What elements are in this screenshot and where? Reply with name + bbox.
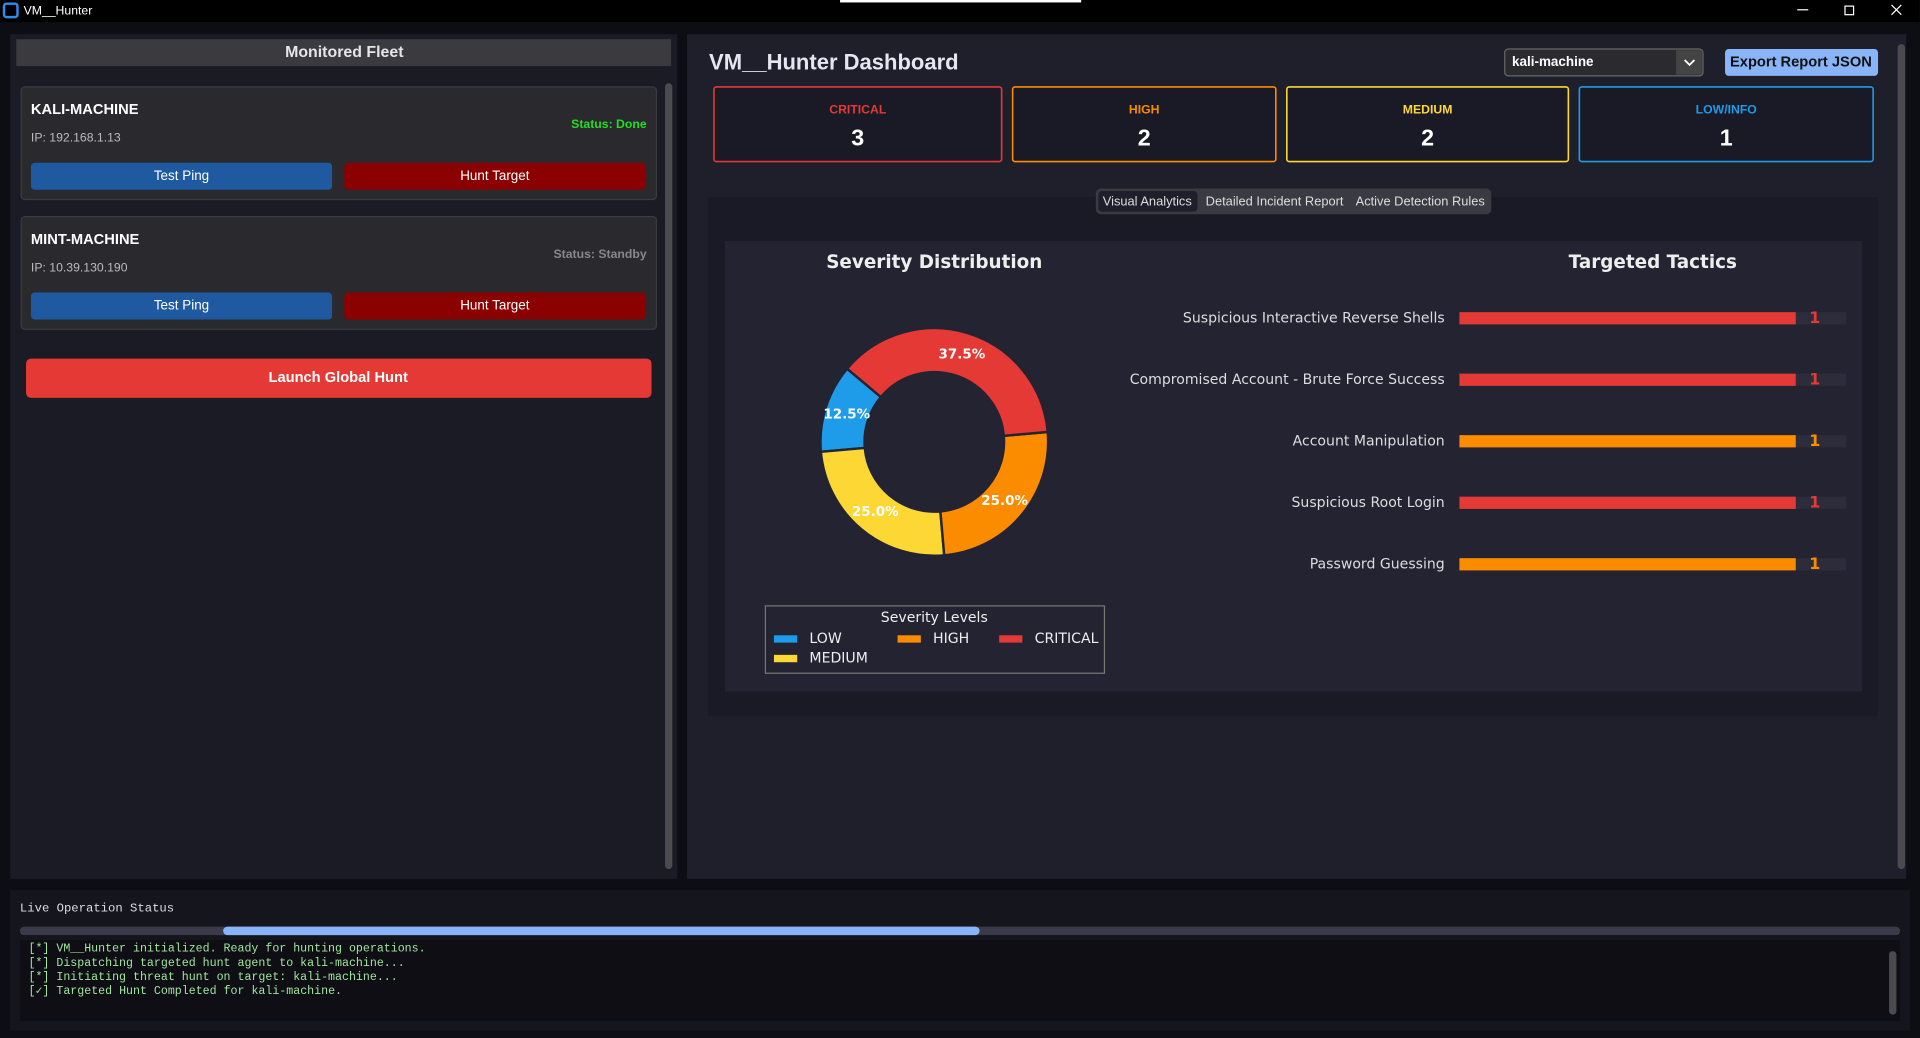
chevron <box>1683 59 1696 67</box>
bar <box>1459 558 1796 571</box>
scrollbar[interactable] <box>1897 44 1905 870</box>
bar <box>1459 435 1796 448</box>
legend-label: CRITICAL <box>1035 631 1099 647</box>
chart-title: Targeted Tactics <box>1569 252 1737 273</box>
ping-label: Test Ping <box>154 168 209 183</box>
severity-label: LOW/INFO <box>1696 102 1757 116</box>
title-bar <box>0 0 1920 23</box>
bar <box>1459 496 1796 509</box>
legend-label: LOW <box>809 631 841 647</box>
donut-slice <box>939 430 1050 557</box>
severity-count: 2 <box>1421 125 1434 151</box>
bar <box>1459 373 1796 386</box>
machine-ip: IP: 192.168.1.13 <box>31 131 121 145</box>
bar-value: 1 <box>1809 554 1820 573</box>
charts: Severity Distribution 12.5% 25.0% 25.0% 37.5… <box>764 252 1847 674</box>
severity-count: 3 <box>851 125 864 151</box>
close-button[interactable] <box>1891 4 1902 16</box>
target-value: kali-machine <box>1512 54 1594 69</box>
machine-name: MINT-MACHINE <box>31 232 140 248</box>
log-line: [*] Dispatching targeted hunt agent to k… <box>28 957 404 970</box>
legend-swatch <box>999 635 1023 643</box>
legend-title: Severity Levels <box>881 610 988 626</box>
app-icon <box>2 2 19 19</box>
legend-swatch <box>773 654 798 663</box>
hunt-label: Hunt Target <box>460 168 530 183</box>
severity-card <box>713 86 1003 163</box>
machine-name: KALI-MACHINE <box>31 102 139 118</box>
log-box <box>19 940 1901 1021</box>
log-line: [*] Initiating threat hunt on target: ka… <box>28 971 397 984</box>
severity-card <box>1578 86 1874 163</box>
bar-value: 1 <box>1809 492 1820 511</box>
log-line: [*] VM__Hunter initialized. Ready for hu… <box>28 943 425 956</box>
legend-label: MEDIUM <box>809 651 867 667</box>
bar-category: Suspicious Interactive Reverse Shells <box>1183 310 1445 326</box>
title-indicator <box>840 0 1082 3</box>
window-title: VM__Hunter <box>24 3 93 17</box>
log: [*] VM__Hunter initialized. Ready for hu… <box>28 943 425 998</box>
export-button[interactable] <box>1725 48 1879 76</box>
bar <box>1459 312 1796 325</box>
hunt-label: Hunt Target <box>460 298 530 313</box>
machine-card: KALI-MACHINE IP: 192.168.1.13 Status: Do… <box>20 86 658 201</box>
machine-status: Status: Standby <box>554 247 647 261</box>
fleet-header <box>16 39 672 67</box>
legend-swatch <box>897 635 921 643</box>
machine-ip: IP: 10.39.130.190 <box>31 260 128 274</box>
bar-category: Suspicious Root Login <box>1292 495 1445 511</box>
bar-value: 1 <box>1809 369 1820 388</box>
donut-slice <box>819 446 946 557</box>
status-title: Live Operation Status <box>20 901 174 915</box>
severity-label: HIGH <box>1129 102 1160 116</box>
donut-slice <box>845 326 1050 438</box>
severity-card <box>1286 86 1570 163</box>
log-line: [✓] Targeted Hunt Completed for kali-mac… <box>28 985 342 998</box>
scrollbar[interactable] <box>665 83 673 870</box>
dashboard-title: VM__Hunter Dashboard <box>709 49 959 74</box>
select-arrow[interactable] <box>1676 50 1702 75</box>
bar-category: Account Manipulation <box>1293 433 1445 449</box>
tab[interactable]: Active Detection Rules <box>1356 193 1485 208</box>
slice-label: 37.5% <box>939 347 986 362</box>
tab[interactable]: Visual Analytics <box>1103 193 1192 208</box>
active-tab[interactable] <box>1098 190 1198 212</box>
tab[interactable]: Detailed Incident Report <box>1206 193 1344 208</box>
severity-cards: CRITICAL 3 HIGH 2 MEDIUM 2 LOW/INFO 1 <box>713 86 1874 163</box>
bar-value: 1 <box>1809 431 1820 450</box>
bar-value: 1 <box>1809 308 1820 327</box>
severity-count: 2 <box>1138 125 1151 151</box>
bar-category: Compromised Account - Brute Force Succes… <box>1130 372 1445 388</box>
legend-box <box>764 605 1106 674</box>
restore-button[interactable] <box>1844 5 1855 16</box>
machine-status: Status: Done <box>571 117 647 131</box>
severity-label: CRITICAL <box>829 102 887 116</box>
export-label: Export Report JSON <box>1730 54 1872 70</box>
fleet-title: Monitored Fleet <box>285 44 404 61</box>
severity-count: 1 <box>1720 125 1733 151</box>
bar-category: Password Guessing <box>1310 556 1445 572</box>
ping-label: Test Ping <box>154 298 209 313</box>
chart-title: Severity Distribution <box>826 252 1042 273</box>
scrollbar[interactable] <box>1889 951 1897 1015</box>
launch-label: Launch Global Hunt <box>268 370 407 386</box>
launch-button[interactable] <box>26 358 652 398</box>
slice-label: 12.5% <box>823 407 870 422</box>
slice-label: 25.0% <box>852 505 899 520</box>
hunt-button[interactable] <box>344 162 646 190</box>
slice-label: 25.0% <box>981 494 1028 509</box>
legend-label: HIGH <box>933 631 969 647</box>
legend-swatch <box>773 635 798 643</box>
ping-button[interactable] <box>30 162 333 190</box>
ping-button[interactable] <box>30 292 333 320</box>
target-select[interactable] <box>1504 48 1704 77</box>
severity-label: MEDIUM <box>1403 102 1453 116</box>
hunt-button[interactable] <box>344 292 646 320</box>
progress-indicator <box>223 926 980 936</box>
severity-card <box>1011 86 1277 163</box>
machine-card: MINT-MACHINE IP: 10.39.130.190 Status: S… <box>20 216 658 330</box>
